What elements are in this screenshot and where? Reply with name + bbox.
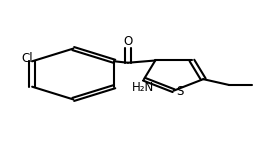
Text: H₂N: H₂N	[132, 81, 154, 94]
Text: Cl: Cl	[21, 52, 33, 65]
Text: O: O	[123, 35, 133, 48]
Text: S: S	[177, 85, 184, 98]
